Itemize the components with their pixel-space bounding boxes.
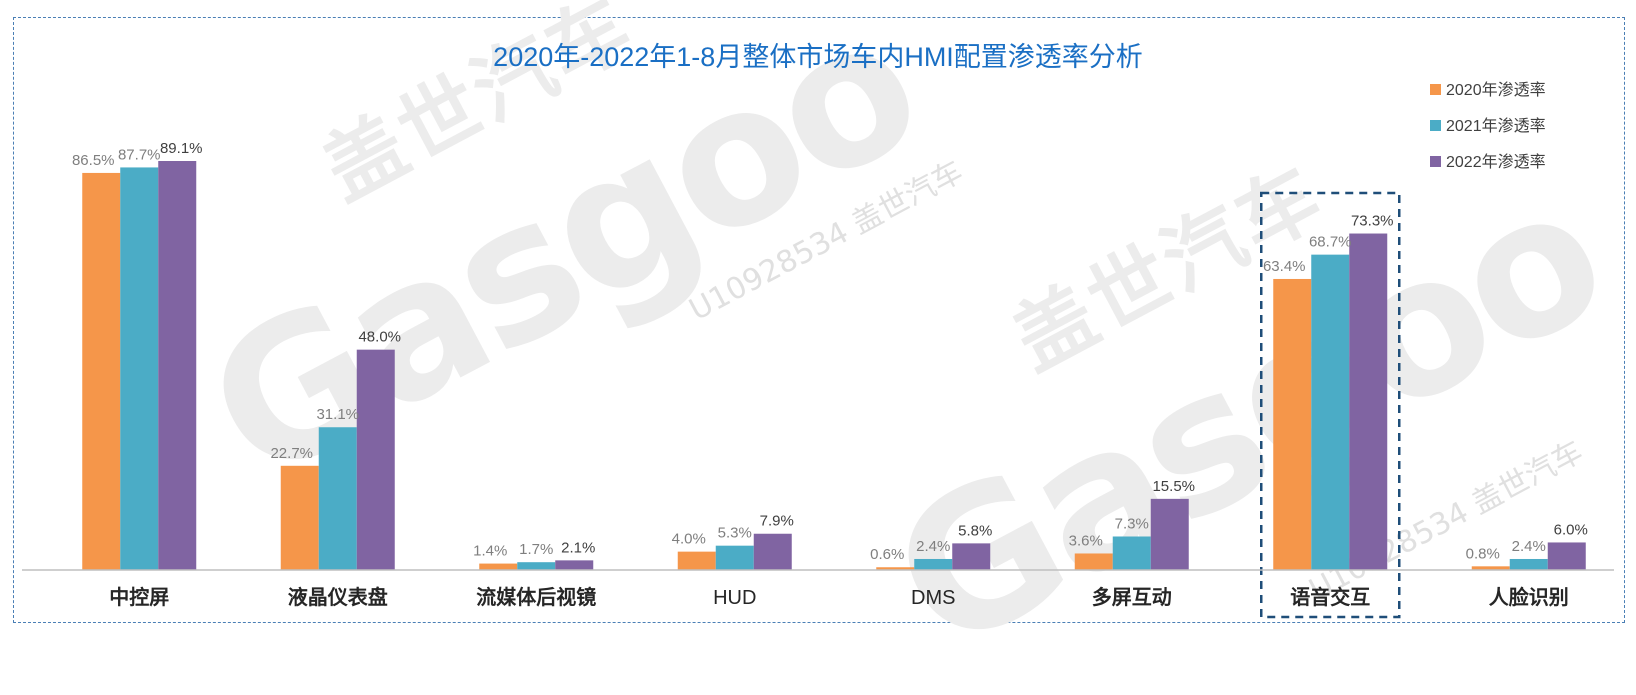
bar-1-1 [318, 427, 357, 570]
data-label-0-3: 4.0% [672, 531, 706, 548]
bar-1-0 [120, 167, 159, 570]
chart-frame [13, 17, 1625, 623]
category-label-6: 语音交互 [1290, 585, 1370, 609]
category-label-3: HUD [713, 587, 756, 609]
data-label-1-3: 5.3% [718, 525, 752, 542]
category-label-2: 流媒体后视镜 [476, 585, 596, 609]
category-label-5: 多屏互动 [1092, 585, 1172, 609]
bar-2-3 [753, 533, 792, 570]
legend-label-0: 2020年渗透率 [1446, 81, 1546, 99]
bar-1-5 [1112, 536, 1151, 570]
data-label-1-6: 68.7% [1309, 234, 1352, 251]
bar-0-3 [677, 551, 716, 570]
category-label-0: 中控屏 [109, 585, 169, 609]
data-label-0-4: 0.6% [870, 546, 904, 563]
bar-1-4 [914, 558, 953, 570]
bar-0-6 [1273, 278, 1312, 570]
data-label-0-2: 1.4% [473, 543, 507, 560]
data-label-1-7: 2.4% [1512, 538, 1546, 555]
data-label-2-0: 89.1% [160, 140, 203, 157]
data-label-2-2: 2.1% [561, 539, 595, 556]
highlight-box [1260, 191, 1401, 619]
data-label-1-5: 7.3% [1115, 515, 1149, 532]
legend-label-2: 2022年渗透率 [1446, 153, 1546, 171]
bar-2-4 [952, 543, 991, 570]
data-label-2-4: 5.8% [958, 522, 992, 539]
data-label-1-0: 87.7% [118, 146, 161, 163]
bar-1-3 [715, 545, 754, 570]
data-label-0-6: 63.4% [1263, 258, 1306, 275]
data-label-0-1: 22.7% [270, 445, 313, 462]
data-label-2-3: 7.9% [760, 513, 794, 530]
bar-2-1 [356, 349, 395, 570]
bar-0-7 [1471, 566, 1510, 570]
data-label-2-1: 48.0% [358, 329, 401, 346]
bar-0-2 [479, 563, 518, 570]
data-label-1-4: 2.4% [916, 538, 950, 555]
category-label-1: 液晶仪表盘 [288, 585, 388, 609]
data-label-2-5: 15.5% [1152, 478, 1195, 495]
bar-1-7 [1509, 558, 1548, 570]
bar-0-1 [280, 465, 319, 570]
bar-2-2 [555, 560, 594, 570]
legend-swatch-1 [1430, 120, 1441, 131]
bar-2-0 [158, 161, 197, 570]
category-label-7: 人脸识别 [1489, 585, 1569, 609]
legend-swatch-0 [1430, 84, 1441, 95]
bar-0-0 [82, 172, 121, 570]
bar-0-4 [876, 567, 915, 570]
bar-chart: 2020年-2022年1-8月整体市场车内HMI配置渗透率分析 86.5% 87.… [22, 42, 1614, 619]
data-label-2-7: 6.0% [1554, 521, 1588, 538]
data-label-0-7: 0.8% [1466, 545, 1500, 562]
category-label-4: DMS [911, 587, 955, 609]
data-label-1-2: 1.7% [519, 541, 553, 558]
bar-1-2 [517, 562, 556, 570]
bar-2-5 [1150, 498, 1189, 570]
bar-0-5 [1074, 553, 1113, 570]
bar-2-6 [1349, 233, 1388, 570]
data-label-0-5: 3.6% [1069, 532, 1103, 549]
data-label-2-6: 73.3% [1351, 213, 1394, 230]
chart-title: 2020年-2022年1-8月整体市场车内HMI配置渗透率分析 [493, 42, 1143, 72]
data-label-0-0: 86.5% [72, 152, 115, 169]
bar-2-7 [1547, 542, 1586, 570]
data-label-1-1: 31.1% [316, 406, 359, 423]
legend-swatch-2 [1430, 156, 1441, 167]
bar-1-6 [1311, 254, 1350, 570]
legend-label-1: 2021年渗透率 [1446, 117, 1546, 135]
